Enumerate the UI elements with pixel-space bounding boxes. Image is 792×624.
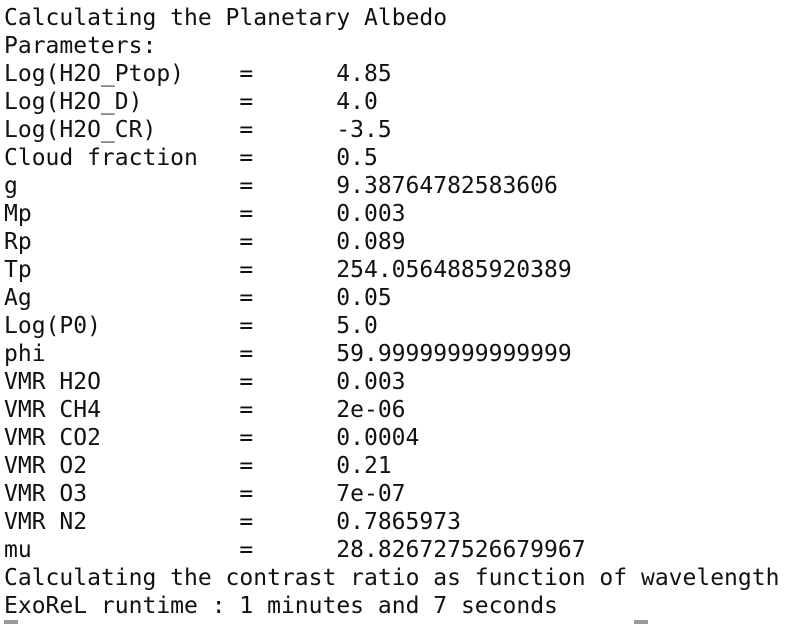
param-value: 59.99999999999999 xyxy=(336,341,572,367)
param-name: VMR H2O xyxy=(4,369,101,395)
param-value: 0.5 xyxy=(336,145,378,171)
param-value: 254.0564885920389 xyxy=(336,257,572,283)
param-separator: = xyxy=(239,425,254,451)
param-value: 0.05 xyxy=(336,285,392,311)
param-name: Log(H2O_Ptop) xyxy=(4,61,185,87)
param-name: VMR O2 xyxy=(4,453,88,479)
param-separator: = xyxy=(239,481,254,507)
param-name: g xyxy=(4,173,18,199)
param-separator: = xyxy=(239,173,254,199)
param-value: 7e-07 xyxy=(336,481,406,507)
param-separator: = xyxy=(239,145,254,171)
param-name: Log(H2O_CR) xyxy=(4,117,157,143)
param-separator: = xyxy=(239,285,254,311)
param-separator: = xyxy=(239,453,254,479)
param-separator: = xyxy=(239,537,254,563)
param-name: VMR O3 xyxy=(4,481,88,507)
param-value: 9.38764782583606 xyxy=(336,173,558,199)
cursor-artifact xyxy=(4,620,18,624)
param-separator: = xyxy=(239,341,254,367)
param-value: 0.003 xyxy=(336,369,406,395)
param-value: -3.5 xyxy=(336,117,392,143)
param-value: 5.0 xyxy=(336,313,378,339)
param-separator: = xyxy=(239,89,254,115)
param-value: 4.85 xyxy=(336,61,392,87)
param-value: 0.7865973 xyxy=(336,509,461,535)
param-name: Mp xyxy=(4,201,32,227)
param-separator: = xyxy=(239,61,254,87)
param-separator: = xyxy=(239,397,254,423)
param-name: phi xyxy=(4,341,46,367)
param-value: 0.21 xyxy=(336,453,392,479)
param-name: Log(P0) xyxy=(4,313,101,339)
param-name: VMR N2 xyxy=(4,509,88,535)
param-separator: = xyxy=(239,201,254,227)
subtitle-line: Parameters: xyxy=(4,33,157,59)
param-separator: = xyxy=(239,313,254,339)
param-value: 2e-06 xyxy=(336,397,406,423)
footer-line: ExoReL runtime : 1 minutes and 7 seconds xyxy=(4,593,558,619)
param-separator: = xyxy=(239,369,254,395)
param-separator: = xyxy=(239,509,254,535)
param-separator: = xyxy=(239,257,254,283)
param-separator: = xyxy=(239,229,254,255)
param-name: VMR CH4 xyxy=(4,397,101,423)
param-name: Rp xyxy=(4,229,32,255)
param-name: VMR CO2 xyxy=(4,425,101,451)
param-name: Cloud fraction xyxy=(4,145,198,171)
param-value: 0.089 xyxy=(336,229,406,255)
param-name: Ag xyxy=(4,285,32,311)
title-line: Calculating the Planetary Albedo xyxy=(4,5,448,31)
footer-line: Calculating the contrast ratio as functi… xyxy=(4,565,780,591)
param-name: mu xyxy=(4,537,32,563)
param-value: 28.826727526679967 xyxy=(336,537,586,563)
param-value: 0.003 xyxy=(336,201,406,227)
param-name: Log(H2O_D) xyxy=(4,89,143,115)
param-name: Tp xyxy=(4,257,32,283)
cursor-artifact xyxy=(634,620,648,624)
param-value: 0.0004 xyxy=(336,425,420,451)
param-separator: = xyxy=(239,117,254,143)
param-value: 4.0 xyxy=(336,89,378,115)
